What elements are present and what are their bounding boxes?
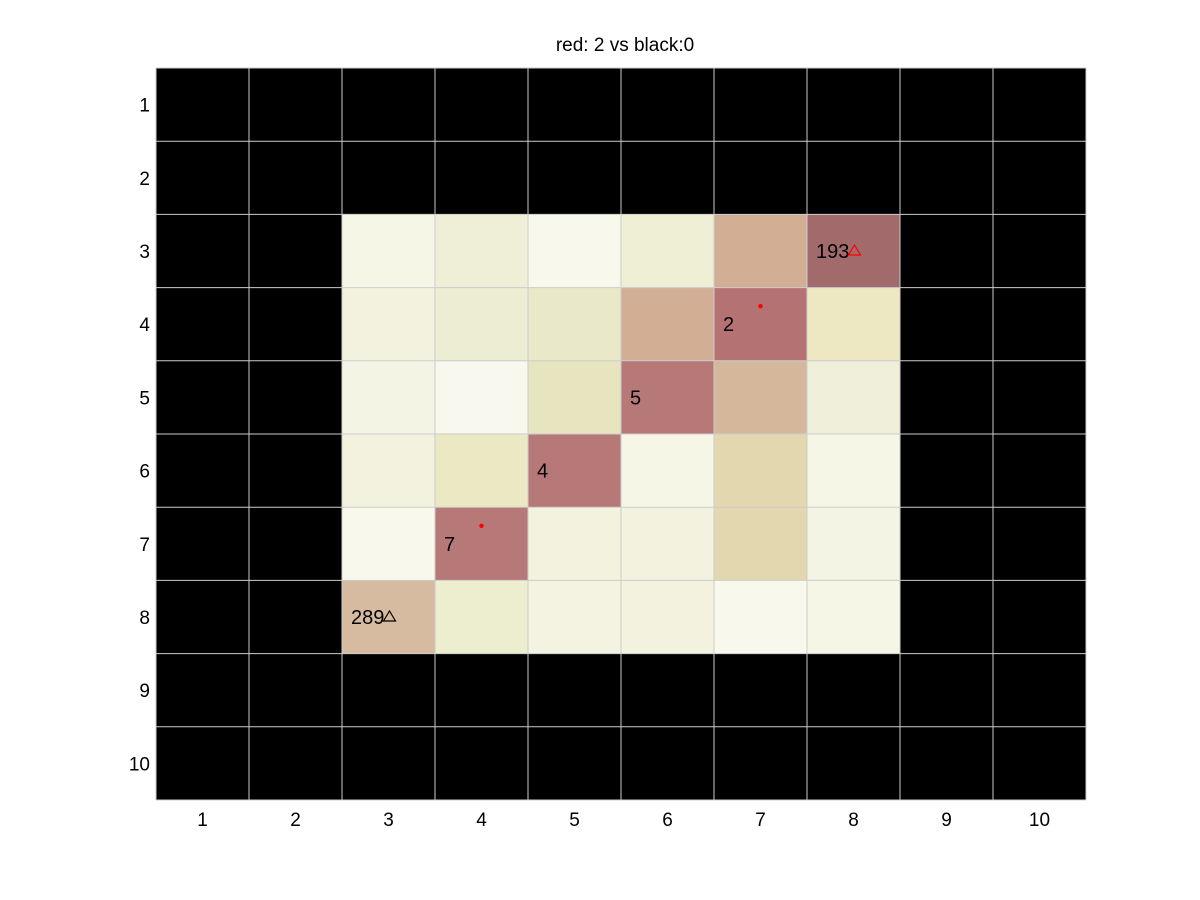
x-tick-label: 10 [1029, 810, 1050, 831]
x-tick-label: 6 [662, 810, 673, 831]
x-tick-label: 2 [290, 810, 301, 831]
dot-marker [758, 304, 763, 309]
y-tick-label: 5 [139, 388, 150, 409]
heatmap-cell-r6-c3 [342, 434, 435, 508]
y-tick-label: 9 [139, 681, 150, 702]
x-tick-label: 8 [848, 810, 859, 831]
heatmap-cell-r4-c7 [714, 287, 807, 361]
heatmap-cell-r6-c5 [528, 434, 621, 508]
y-tick-label: 10 [129, 754, 150, 775]
heatmap-cell-r6-c8 [807, 434, 900, 508]
triangle-marker [847, 243, 862, 256]
heatmap-cell-r6-c4 [435, 434, 528, 508]
heatmap-cell-r5-c7 [714, 360, 807, 434]
heatmap-cell-r6-c6 [621, 434, 714, 508]
heatmap-cell-r4-c8 [807, 287, 900, 361]
cell-annotation-r3-c8: 193 [816, 241, 849, 263]
heatmap-cell-r7-c3 [342, 507, 435, 581]
x-tick-label: 5 [569, 810, 580, 831]
x-tick-label: 4 [476, 810, 487, 831]
x-tick-label: 3 [383, 810, 394, 831]
heatmap-cell-r8-c5 [528, 580, 621, 654]
heatmap-cell-r5-c6 [621, 360, 714, 434]
heatmap-cell-r5-c4 [435, 360, 528, 434]
x-tick-label: 9 [941, 810, 952, 831]
heatmap-cell-r3-c6 [621, 214, 714, 288]
y-tick-label: 7 [139, 535, 150, 556]
heatmap-cell-r3-c5 [528, 214, 621, 288]
x-axis-ticks: 1 2 3 4 5 6 7 8 9 10 [197, 810, 1050, 831]
heatmap-cell-r8-c6 [621, 580, 714, 654]
heatmap-cell-r7-c4 [435, 507, 528, 581]
cell-annotation-r7-c4: 7 [444, 534, 455, 556]
heatmap-cell-r4-c4 [435, 287, 528, 361]
triangle-marker [382, 609, 397, 622]
heatmap-cell-r3-c4 [435, 214, 528, 288]
heatmap-cell-r3-c3 [342, 214, 435, 288]
cell-annotation-r4-c7: 2 [723, 314, 734, 336]
heatmap-cell-r8-c8 [807, 580, 900, 654]
heatmap-cell-r4-c5 [528, 287, 621, 361]
dot-marker [479, 523, 484, 528]
plot-area: 193 2 5 4 7 289 [155, 67, 1087, 801]
y-tick-label: 8 [139, 608, 150, 629]
cell-annotation-r8-c3: 289 [351, 607, 384, 629]
y-tick-label: 1 [139, 96, 150, 117]
heatmap-cell-r8-c7 [714, 580, 807, 654]
heatmap-cell-r7-c5 [528, 507, 621, 581]
y-tick-label: 6 [139, 462, 150, 483]
heatmap-cell-r8-c3 [342, 580, 435, 654]
x-tick-label: 1 [197, 810, 208, 831]
heatmap-cell-r7-c8 [807, 507, 900, 581]
heatmap-cell-r3-c7 [714, 214, 807, 288]
y-tick-label: 4 [139, 315, 150, 336]
y-axis-ticks: 1 2 3 4 5 6 7 8 9 10 [129, 96, 151, 776]
heatmap-cell-r4-c3 [342, 287, 435, 361]
y-tick-label: 2 [139, 169, 150, 190]
heatmap-cell-r5-c5 [528, 360, 621, 434]
heatmap-cell-r5-c3 [342, 360, 435, 434]
heatmap-cell-r8-c4 [435, 580, 528, 654]
heatmap-cell-r7-c7 [714, 507, 807, 581]
heatmap-cell-r5-c8 [807, 360, 900, 434]
cell-annotation-r6-c5: 4 [537, 461, 548, 483]
heatmap-cell-r4-c6 [621, 287, 714, 361]
chart-title: red: 2 vs black:0 [556, 35, 694, 56]
x-tick-label: 7 [755, 810, 766, 831]
heatmap-cell-r6-c7 [714, 434, 807, 508]
heatmap-cell-r7-c6 [621, 507, 714, 581]
heatmap-cell-r3-c8 [807, 214, 900, 288]
y-tick-label: 3 [139, 242, 150, 263]
cell-annotation-r5-c6: 5 [630, 387, 641, 409]
